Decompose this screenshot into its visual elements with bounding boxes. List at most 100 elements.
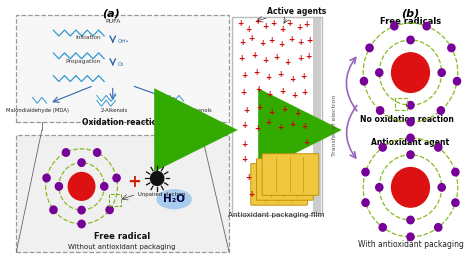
Circle shape <box>376 107 383 114</box>
Text: +: + <box>301 72 307 81</box>
Text: +: + <box>259 39 265 48</box>
Circle shape <box>435 224 442 231</box>
Circle shape <box>438 107 445 114</box>
Text: +: + <box>256 103 263 112</box>
Text: Without antioxidant packaging: Without antioxidant packaging <box>68 244 176 250</box>
Text: No oxidation reaction: No oxidation reaction <box>360 115 454 124</box>
Circle shape <box>452 168 459 176</box>
Text: +: + <box>303 20 310 29</box>
Text: PUFA: PUFA <box>105 19 120 24</box>
Text: +: + <box>294 109 300 118</box>
Circle shape <box>392 53 429 93</box>
Circle shape <box>407 233 414 241</box>
FancyBboxPatch shape <box>16 15 229 122</box>
Circle shape <box>407 118 414 126</box>
Text: Propagation: Propagation <box>65 59 101 64</box>
Circle shape <box>423 22 430 30</box>
Text: +: + <box>303 173 310 182</box>
Circle shape <box>93 149 101 156</box>
Circle shape <box>438 69 445 76</box>
Text: +: + <box>241 121 247 130</box>
FancyBboxPatch shape <box>313 18 321 214</box>
Text: +: + <box>278 40 284 49</box>
FancyBboxPatch shape <box>16 135 229 252</box>
Text: +: + <box>299 190 305 199</box>
Text: +: + <box>301 88 308 97</box>
Circle shape <box>68 172 95 200</box>
Text: +: + <box>270 19 276 28</box>
Circle shape <box>78 220 85 228</box>
Circle shape <box>435 144 442 151</box>
Circle shape <box>452 199 459 206</box>
Text: Unpaired electron: Unpaired electron <box>138 192 186 197</box>
Text: OH•: OH• <box>118 39 129 44</box>
Circle shape <box>438 183 445 191</box>
Circle shape <box>448 44 455 52</box>
Text: +: + <box>277 70 283 79</box>
Text: Initiation: Initiation <box>75 35 100 40</box>
Text: +: + <box>305 52 311 61</box>
Circle shape <box>360 77 367 85</box>
Text: Active agents: Active agents <box>267 7 326 16</box>
Text: +: + <box>253 68 260 77</box>
Text: +: + <box>245 25 251 34</box>
Ellipse shape <box>157 190 191 209</box>
Circle shape <box>379 224 386 231</box>
Circle shape <box>454 77 461 85</box>
Circle shape <box>366 44 373 52</box>
Circle shape <box>151 171 164 185</box>
Text: +: + <box>243 106 249 115</box>
Text: +: + <box>268 36 274 45</box>
Circle shape <box>376 69 383 76</box>
FancyBboxPatch shape <box>262 154 319 195</box>
Text: +: + <box>254 124 261 133</box>
Circle shape <box>407 216 414 224</box>
Text: With antioxidant packaging: With antioxidant packaging <box>357 240 464 249</box>
Text: Antioxidant agent: Antioxidant agent <box>372 138 449 147</box>
Text: +: + <box>288 35 294 44</box>
Text: +: + <box>237 19 244 28</box>
Text: +: + <box>286 19 292 28</box>
Text: +: + <box>279 87 285 96</box>
Text: +: + <box>298 39 304 48</box>
Circle shape <box>78 206 85 214</box>
Text: +: + <box>239 39 246 48</box>
Text: +: + <box>240 88 246 97</box>
Text: +: + <box>254 17 261 26</box>
Text: 2-Alkenols: 2-Alkenols <box>101 108 128 113</box>
Circle shape <box>379 144 386 151</box>
Circle shape <box>362 168 369 176</box>
Circle shape <box>362 199 369 206</box>
Circle shape <box>106 206 113 214</box>
Text: +: + <box>279 25 285 34</box>
Circle shape <box>407 102 414 109</box>
Circle shape <box>43 174 50 182</box>
Text: Free radicals: Free radicals <box>380 17 441 26</box>
Text: +: + <box>303 155 310 164</box>
Text: +: + <box>273 53 279 62</box>
Circle shape <box>391 22 398 30</box>
Text: +: + <box>251 51 258 60</box>
Circle shape <box>407 134 414 142</box>
Text: +: + <box>128 173 141 191</box>
Text: +: + <box>241 140 247 149</box>
Text: +: + <box>245 173 251 182</box>
FancyBboxPatch shape <box>251 164 308 205</box>
Text: +: + <box>268 108 274 117</box>
Text: +: + <box>241 155 247 164</box>
Circle shape <box>50 206 57 214</box>
Text: (b): (b) <box>401 8 419 18</box>
Text: +: + <box>248 34 255 43</box>
Text: +: + <box>248 190 255 199</box>
Text: 4-Hydroxyphenols: 4-Hydroxyphenols <box>164 108 212 113</box>
Text: +: + <box>238 54 245 63</box>
Circle shape <box>100 183 108 190</box>
Circle shape <box>407 151 414 159</box>
Text: Transfer of electron: Transfer of electron <box>332 94 337 156</box>
Text: +: + <box>262 22 268 31</box>
FancyBboxPatch shape <box>232 17 322 215</box>
Text: +: + <box>303 138 310 147</box>
Text: +: + <box>297 54 303 63</box>
Text: +: + <box>289 120 295 128</box>
Circle shape <box>407 36 414 44</box>
